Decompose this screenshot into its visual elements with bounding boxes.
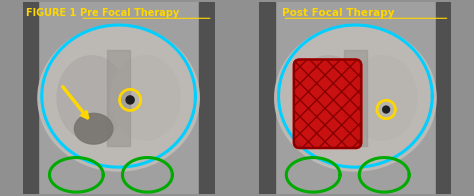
Circle shape	[382, 105, 390, 114]
Polygon shape	[74, 113, 113, 144]
Polygon shape	[294, 56, 363, 140]
Polygon shape	[275, 25, 436, 171]
Polygon shape	[38, 25, 199, 171]
Bar	[23, 2, 38, 194]
Bar	[199, 2, 215, 194]
Bar	[436, 2, 451, 194]
Polygon shape	[111, 56, 180, 140]
Polygon shape	[57, 56, 126, 140]
FancyBboxPatch shape	[294, 60, 361, 148]
Text: FIGURE 1: FIGURE 1	[27, 8, 77, 18]
Polygon shape	[348, 56, 417, 140]
Bar	[259, 2, 275, 194]
Text: Pre Focal Therapy: Pre Focal Therapy	[80, 8, 180, 18]
Text: Post Focal Therapy: Post Focal Therapy	[283, 8, 395, 18]
Circle shape	[125, 95, 135, 105]
